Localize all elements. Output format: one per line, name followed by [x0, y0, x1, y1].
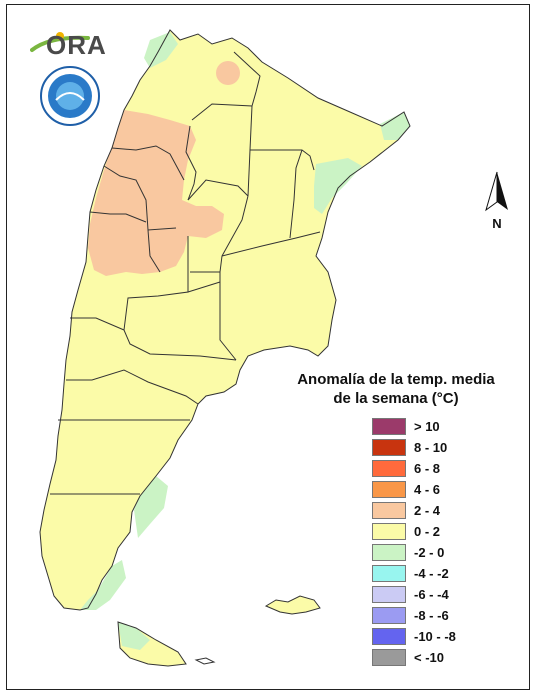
anomaly-neg2-0-santacruz: [80, 560, 126, 610]
ora-logo-swoosh-icon: [30, 32, 90, 52]
legend-swatch: [372, 628, 406, 645]
anomaly-neg2-0-north-jujuy: [144, 32, 178, 68]
legend-item: -8 - -6: [372, 605, 496, 626]
legend-item: < -10: [372, 647, 496, 668]
legend-item: 6 - 8: [372, 458, 496, 479]
legend-item: -4 - -2: [372, 563, 496, 584]
north-arrow-icon: N: [485, 171, 508, 231]
smn-seal-icon: [40, 66, 100, 126]
anomaly-2-4-northwest: [88, 110, 224, 276]
legend-label: 0 - 2: [414, 524, 441, 539]
legend-item: -2 - 0: [372, 542, 496, 563]
legend-swatch: [372, 649, 406, 666]
ora-logo-text: ORA: [46, 30, 107, 60]
legend-title-line2: de la semana (°C): [333, 390, 459, 407]
legend-label: 6 - 8: [414, 461, 441, 476]
legend-swatch: [372, 439, 406, 456]
legend-item: 8 - 10: [372, 437, 496, 458]
legend-items: > 10 8 - 10 6 - 8 4 - 6 2 - 4 0 - 2 -2 -…: [372, 416, 496, 668]
legend-label: 4 - 6: [414, 482, 441, 497]
legend-item: > 10: [372, 416, 496, 437]
legend-swatch: [372, 460, 406, 477]
legend-swatch: [372, 481, 406, 498]
legend-label: < -10: [414, 650, 444, 665]
legend-swatch: [372, 565, 406, 582]
anomaly-neg2-0-corrientes: [314, 158, 362, 214]
legend-title-line1: Anomalía de la temp. media: [297, 371, 495, 388]
legend-swatch: [372, 418, 406, 435]
province-borders: [50, 51, 321, 495]
islas-malvinas: [266, 596, 320, 614]
legend-label: -10 - -8: [414, 629, 456, 644]
legend-swatch: [372, 523, 406, 540]
legend-label: -4 - -2: [414, 566, 449, 581]
legend-swatch: [372, 544, 406, 561]
legend-item: 0 - 2: [372, 521, 496, 542]
ora-logo: ORA: [30, 28, 110, 64]
legend-swatch: [372, 607, 406, 624]
legend-item: -10 - -8: [372, 626, 496, 647]
anomaly-neg2-0-misiones: [380, 112, 410, 140]
legend-label: -6 - -4: [414, 587, 449, 602]
country-outline: [39, 29, 411, 667]
anomaly-neg2-0-tierradelfuego: [118, 622, 150, 650]
north-label: N: [492, 216, 501, 231]
legend-item: 2 - 4: [372, 500, 496, 521]
anomaly-neg2-0-chubut: [134, 476, 168, 538]
legend-label: -2 - 0: [414, 545, 445, 560]
legend-item: 4 - 6: [372, 479, 496, 500]
legend-swatch: [372, 502, 406, 519]
legend-label: -8 - -6: [414, 608, 449, 623]
legend-label: 2 - 4: [414, 503, 441, 518]
anomaly-2-4-north-spot: [216, 61, 240, 85]
legend: Anomalía de la temp. media de la semana …: [296, 370, 496, 668]
legend-title: Anomalía de la temp. media de la semana …: [296, 370, 496, 408]
legend-label: > 10: [414, 419, 440, 434]
legend-item: -6 - -4: [372, 584, 496, 605]
legend-label: 8 - 10: [414, 440, 448, 455]
legend-swatch: [372, 586, 406, 603]
